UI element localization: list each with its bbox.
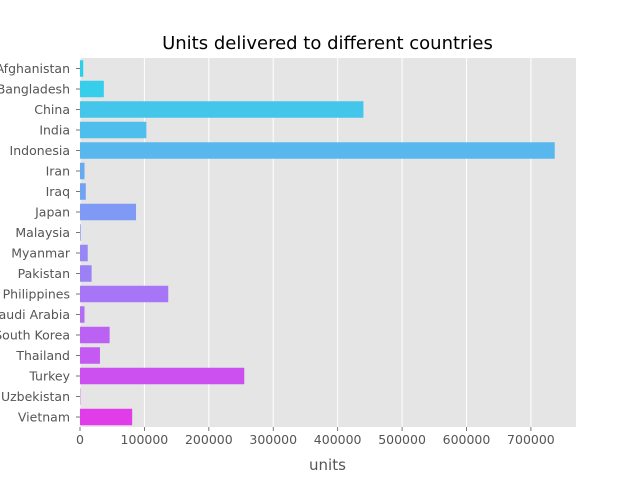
y-tick-label: Indonesia — [10, 143, 70, 158]
y-tick-labels: Afghanistan Bangladesh China India Indonesia… — [0, 61, 80, 425]
x-tick-label: 100000 — [121, 432, 169, 447]
x-tick-label: 0 — [76, 432, 84, 447]
bar-iran — [80, 162, 85, 180]
y-tick-label: India — [39, 123, 70, 138]
y-tick-label: China — [34, 102, 70, 117]
y-tick-label: South Korea — [0, 328, 70, 343]
chart-title: Units delivered to different countries — [162, 33, 493, 54]
y-tick-label: Uzbekistan — [1, 389, 70, 404]
y-tick-label: Saudi Arabia — [0, 307, 70, 322]
bar-thailand — [80, 347, 100, 364]
y-tick-label: Bangladesh — [0, 82, 70, 97]
bar-philippines — [80, 285, 169, 303]
y-tick-label: Iran — [46, 164, 70, 179]
bar-myanmar — [80, 244, 88, 262]
y-tick-label: Afghanistan — [0, 61, 70, 76]
bar-indonesia — [80, 142, 555, 159]
x-tick-label: 600000 — [443, 432, 491, 447]
x-tick-labels: 0 100000 200000 300000 400000 500000 600000 700… — [76, 427, 555, 447]
y-tick-label: Japan — [34, 205, 70, 220]
x-tick-label: 200000 — [185, 432, 233, 447]
y-tick-label: Iraq — [46, 184, 70, 199]
x-tick-label: 300000 — [249, 432, 297, 447]
x-tick-label: 500000 — [378, 432, 426, 447]
y-tick-label: Philippines — [3, 287, 70, 302]
bar-saudi-arabia — [80, 306, 85, 323]
bar-bangladesh — [80, 80, 104, 98]
x-tick-label: 700000 — [507, 432, 555, 447]
y-tick-label: Vietnam — [18, 410, 70, 425]
bar-south-korea — [80, 326, 110, 344]
bar-india — [80, 121, 147, 139]
plot-area — [80, 58, 576, 427]
y-tick-label: Turkey — [28, 369, 70, 384]
bar-vietnam — [80, 408, 133, 426]
bar-iraq — [80, 183, 86, 200]
y-tick-label: Malaysia — [15, 225, 70, 240]
y-tick-label: Thailand — [15, 348, 70, 363]
bar-turkey — [80, 367, 245, 385]
x-tick-label: 400000 — [314, 432, 362, 447]
bar-china — [80, 101, 364, 118]
bars — [80, 60, 555, 426]
bar-malaysia — [80, 224, 81, 241]
y-tick-label: Pakistan — [18, 266, 70, 281]
x-axis-title: units — [309, 456, 346, 474]
bar-pakistan — [80, 265, 92, 282]
bar-afghanistan — [80, 60, 84, 77]
bar-japan — [80, 203, 137, 221]
y-tick-label: Myanmar — [11, 246, 71, 261]
gridlines — [79, 58, 532, 427]
